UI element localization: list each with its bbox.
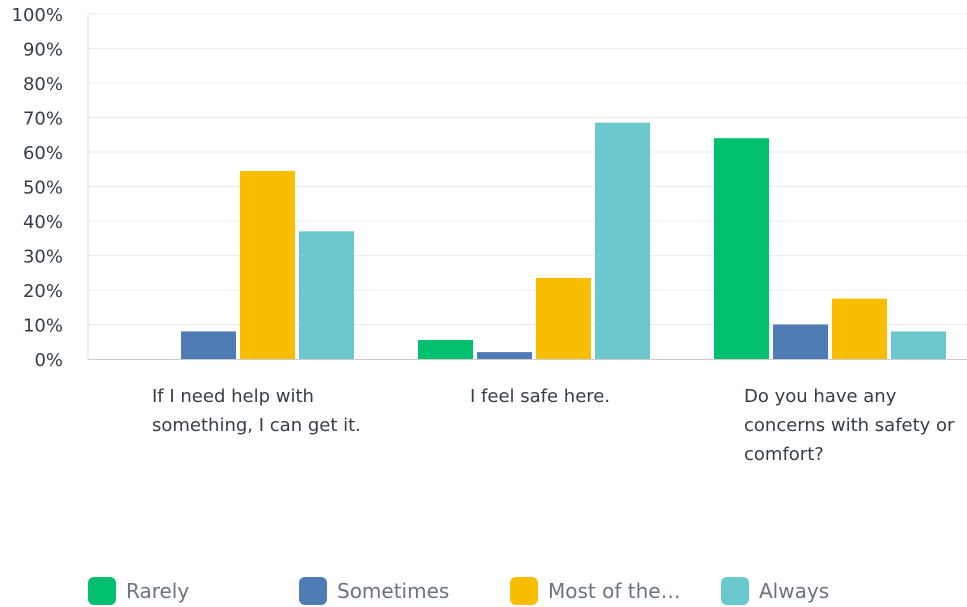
bar-sometimes-3[interactable] xyxy=(773,324,828,360)
legend-swatch xyxy=(88,577,116,605)
legend-label: Most of the… xyxy=(548,579,681,603)
y-tick-label: 10% xyxy=(23,316,63,337)
legend-swatch xyxy=(510,577,538,605)
y-tick-label: 20% xyxy=(23,281,63,302)
y-axis-ticks: 0% 10% 20% 30% 40% 50% 60% 70% 80% 90% 100% xyxy=(12,5,63,371)
bars xyxy=(181,122,946,360)
x-category-label: Do you have any concerns with safety or … xyxy=(744,386,955,465)
legend: Rarely Sometimes Most of the… Always xyxy=(88,575,958,607)
y-tick-label: 90% xyxy=(23,40,63,61)
y-tick-label: 80% xyxy=(23,74,63,95)
legend-label: Sometimes xyxy=(337,579,450,603)
y-tick-label: 30% xyxy=(23,247,63,268)
bar-rarely-3[interactable] xyxy=(714,138,769,359)
x-category-label: If I need help with something, I can get… xyxy=(152,386,361,436)
bar-most-of-the-2[interactable] xyxy=(536,277,591,359)
y-tick-label: 50% xyxy=(23,178,63,199)
bar-most-of-the-1[interactable] xyxy=(240,170,295,359)
legend-item[interactable]: Rarely xyxy=(88,575,189,607)
y-tick-label: 40% xyxy=(23,212,63,233)
y-tick-label: 0% xyxy=(34,350,63,371)
y-tick-label: 60% xyxy=(23,143,63,164)
legend-swatch xyxy=(721,577,749,605)
bar-rarely-2[interactable] xyxy=(418,340,473,359)
y-tick-label: 100% xyxy=(12,5,63,26)
legend-item[interactable]: Always xyxy=(721,575,829,607)
y-tick-label: 70% xyxy=(23,109,63,130)
legend-swatch xyxy=(299,577,327,605)
bar-always-3[interactable] xyxy=(891,331,946,359)
gridlines xyxy=(87,13,967,359)
legend-label: Always xyxy=(759,579,830,603)
x-category-label: I feel safe here. xyxy=(470,386,611,407)
legend-label: Rarely xyxy=(126,579,190,603)
legend-item[interactable]: Most of the… xyxy=(510,575,681,607)
bar-sometimes-1[interactable] xyxy=(181,331,236,359)
bar-sometimes-2[interactable] xyxy=(477,352,532,359)
bar-always-1[interactable] xyxy=(299,231,354,359)
bar-always-2[interactable] xyxy=(595,122,650,359)
bar-most-of-the-3[interactable] xyxy=(832,298,887,359)
legend-item[interactable]: Sometimes xyxy=(299,575,449,607)
